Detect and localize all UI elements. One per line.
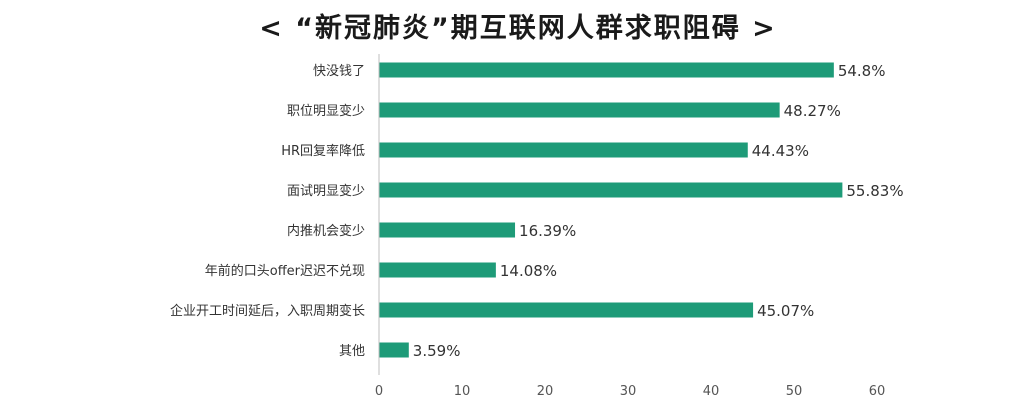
value-label: 45.07% [757,302,814,320]
value-label: 54.8% [838,62,886,80]
x-tick-label: 10 [454,384,471,399]
category-label: 面试明显变少 [287,183,365,199]
category-label: 年前的口头offer迟迟不兑现 [205,263,365,279]
bar [379,262,496,278]
bar [379,62,834,78]
bar [379,102,780,118]
value-label: 48.27% [784,102,841,120]
x-tick-label: 40 [703,384,720,399]
bar [379,302,754,318]
bars [379,62,843,358]
category-label: 快没钱了 [313,64,365,79]
x-tick-label: 0 [375,384,383,399]
bar [379,182,843,198]
category-label: 其他 [339,344,365,359]
value-labels: 54.8% 48.27% 44.43% 55.83% 16.39% 14.08% 45.07… [413,62,904,360]
category-label: 企业开工时间延后，入职周期变长 [170,303,365,319]
category-label: 职位明显变少 [287,103,365,119]
x-tick-label: 30 [620,384,637,399]
chart-title: < “新冠肺炎”期互联网人群求职阻碍 > [259,13,777,44]
category-label: HR回复率降低 [281,143,365,159]
bar [379,222,516,238]
x-tick-label: 60 [869,384,886,399]
value-label: 3.59% [413,342,461,360]
x-tick-label: 20 [537,384,554,399]
value-label: 16.39% [519,222,576,240]
bar [379,142,748,158]
x-axis: 0 10 20 30 40 50 60 [375,54,885,399]
category-label: 内推机会变少 [287,223,365,239]
value-label: 44.43% [752,142,809,160]
bar [379,342,409,358]
value-label: 55.83% [846,182,903,200]
x-tick-label: 50 [786,384,803,399]
value-label: 14.08% [500,262,557,280]
